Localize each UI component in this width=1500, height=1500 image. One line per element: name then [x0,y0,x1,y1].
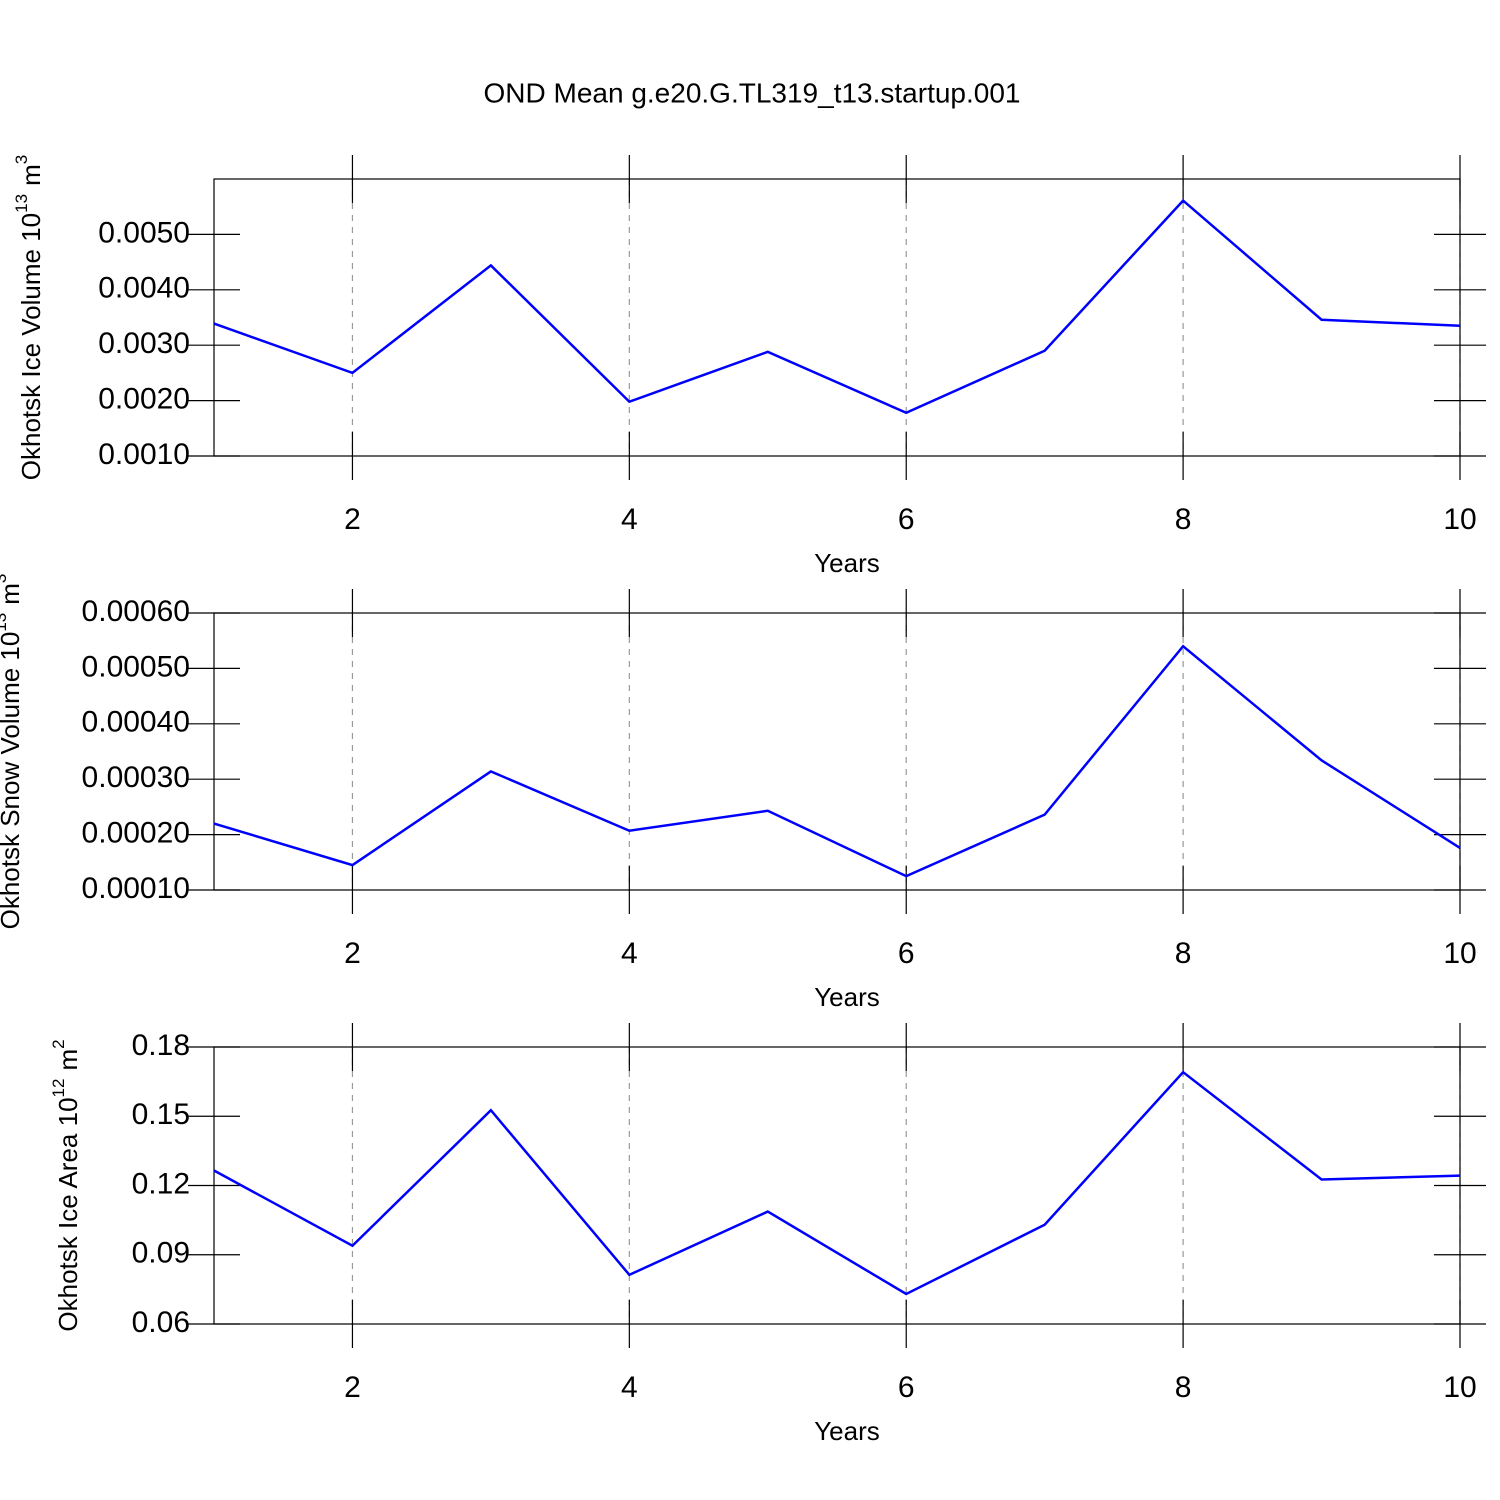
y-tick-label: 0.00050 [82,650,190,683]
y-label-exponent: 12 [49,1079,68,1098]
x-tick-label: 2 [344,503,361,536]
x-axis-label: Years [814,982,880,1012]
y-label-text: Okhotsk Ice Volume 10 [16,213,46,480]
figure-title: OND Mean g.e20.G.TL319_t13.startup.001 [484,77,1021,108]
y-tick-label: 0.15 [132,1098,190,1131]
y-label-unit: m [16,164,46,186]
y-tick-label: 0.0050 [98,216,190,249]
y-tick-label: 0.00040 [82,706,190,739]
y-label-unit-exponent: 3 [12,155,31,164]
plot-frame [213,612,1461,891]
y-axis-label: Okhotsk Snow Volume 1013 m3 [0,574,25,930]
y-label-exponent: 13 [0,613,10,632]
y-tick-label: 0.0010 [98,438,190,471]
y-label-text: Okhotsk Snow Volume 10 [0,632,25,930]
y-tick-label: 0.00030 [82,761,190,794]
x-axis-label: Years [814,548,880,578]
data-line [213,644,1461,878]
y-tick-label: 0.06 [132,1306,190,1339]
y-tick-label: 0.00020 [82,817,190,850]
x-tick-label: 4 [621,1371,638,1404]
y-tick-label: 0.00010 [82,872,190,905]
x-tick-label: 8 [1175,937,1192,970]
x-tick-label: 10 [1443,1371,1476,1404]
y-label-unit-exponent: 2 [49,1039,68,1048]
y-axis-label: Okhotsk Ice Area 1012 m2 [49,1039,82,1331]
x-tick-label: 2 [344,1371,361,1404]
y-tick-label: 0.12 [132,1167,190,1200]
x-tick-label: 4 [621,503,638,536]
y-label-unit: m [53,1049,83,1071]
x-tick-label: 4 [621,937,638,970]
data-line [213,1070,1461,1296]
y-tick-label: 0.0040 [98,272,190,305]
y-label-unit: m [0,583,25,605]
data-line [213,198,1461,415]
x-tick-label: 6 [898,937,915,970]
x-tick-label: 6 [898,503,915,536]
y-axis-label: Okhotsk Ice Volume 1013 m3 [12,155,45,480]
y-label-exponent: 13 [12,194,31,213]
y-tick-label: 0.09 [132,1237,190,1270]
y-tick-label: 0.0030 [98,327,190,360]
x-tick-label: 10 [1443,937,1476,970]
plot-frame [213,178,1461,457]
y-tick-label: 0.00060 [82,595,190,628]
x-tick-label: 8 [1175,503,1192,536]
x-tick-label: 2 [344,937,361,970]
x-tick-label: 8 [1175,1371,1192,1404]
x-tick-label: 6 [898,1371,915,1404]
plot-frame [213,1046,1461,1325]
y-tick-label: 0.0020 [98,383,190,416]
x-axis-label: Years [814,1416,880,1446]
y-label-unit-exponent: 3 [0,574,10,583]
y-tick-label: 0.18 [132,1029,190,1062]
x-tick-label: 10 [1443,503,1476,536]
y-label-text: Okhotsk Ice Area 10 [53,1097,83,1331]
